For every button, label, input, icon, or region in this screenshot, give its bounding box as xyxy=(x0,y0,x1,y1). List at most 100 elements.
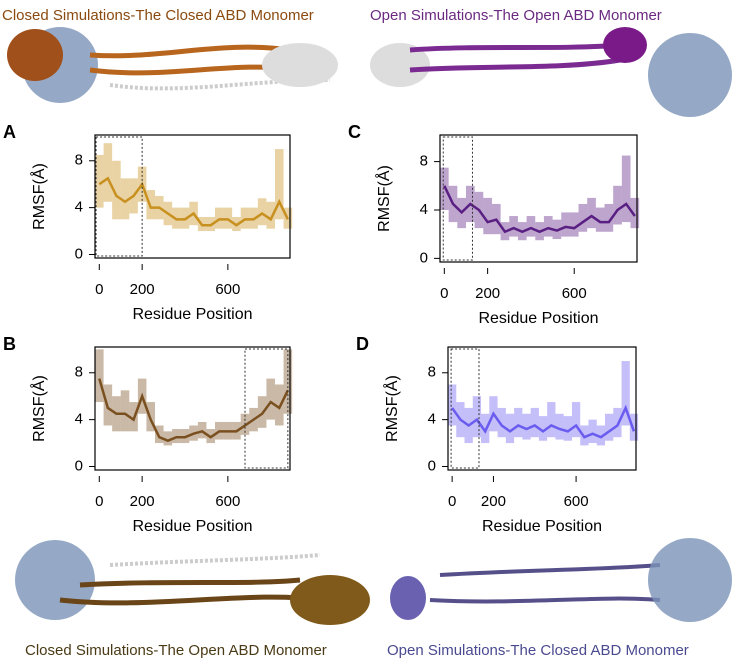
highlight-box xyxy=(244,348,289,469)
y-tick-label: 4 xyxy=(428,411,436,428)
x-axis-label: Residue Position xyxy=(482,518,602,535)
band xyxy=(613,185,622,225)
band xyxy=(155,425,164,444)
band xyxy=(571,402,581,438)
band xyxy=(103,143,113,202)
band xyxy=(95,154,104,208)
y-axis-label: RMSF(Å) xyxy=(382,375,401,442)
band xyxy=(283,349,293,414)
x-tick-label: 0 xyxy=(448,493,456,510)
panel-label: D xyxy=(356,334,369,354)
x-tick-label: 200 xyxy=(481,493,506,510)
band xyxy=(555,413,564,440)
plot-frame xyxy=(447,346,637,471)
band xyxy=(604,203,614,232)
protein-top-left xyxy=(7,27,338,103)
y-tick-label: 4 xyxy=(420,201,428,218)
plot-frame xyxy=(439,134,638,263)
band xyxy=(275,384,284,426)
band xyxy=(587,197,596,229)
band xyxy=(120,178,130,220)
band xyxy=(275,149,284,220)
y-tick-label: 4 xyxy=(75,411,83,428)
x-tick-label: 600 xyxy=(215,281,240,298)
x-axis-label: Residue Position xyxy=(478,310,598,327)
band xyxy=(563,416,572,441)
band xyxy=(483,197,492,235)
highlight-box xyxy=(95,136,143,257)
line xyxy=(451,404,636,439)
protein-bottom-right xyxy=(390,538,732,622)
caption: Closed Simulations-The Closed ABD Monome… xyxy=(2,7,314,24)
x-tick-label: 600 xyxy=(564,493,589,510)
y-tick-label: 8 xyxy=(420,153,428,170)
band xyxy=(95,349,104,403)
x-tick-label: 200 xyxy=(475,285,500,302)
band xyxy=(514,407,523,438)
line xyxy=(98,378,289,443)
x-tick-label: 600 xyxy=(215,493,240,510)
y-tick-label: 8 xyxy=(428,364,436,381)
band xyxy=(629,413,639,441)
y-tick-label: 4 xyxy=(75,199,83,216)
x-axis-label: Residue Position xyxy=(132,518,252,535)
band xyxy=(440,167,449,210)
line xyxy=(443,185,636,234)
band xyxy=(120,390,130,432)
band xyxy=(497,407,506,438)
band xyxy=(472,396,482,438)
band xyxy=(561,212,570,237)
band xyxy=(448,384,457,426)
x-tick-label: 200 xyxy=(130,281,155,298)
protein-top-right xyxy=(370,27,732,117)
x-axis-label: Residue Position xyxy=(132,306,252,323)
highlight-box xyxy=(450,348,480,469)
x-tick-label: 0 xyxy=(440,285,448,302)
y-tick-label: 8 xyxy=(75,152,83,169)
band xyxy=(630,197,640,229)
band xyxy=(266,378,275,420)
band xyxy=(112,160,121,220)
band xyxy=(621,361,630,426)
band xyxy=(596,425,606,446)
band xyxy=(621,155,631,223)
x-tick-label: 0 xyxy=(95,493,103,510)
band xyxy=(505,413,515,444)
band xyxy=(588,419,597,444)
x-tick-label: 200 xyxy=(130,493,155,510)
line xyxy=(98,176,289,227)
panel-label: C xyxy=(348,122,361,142)
band xyxy=(578,203,588,232)
band xyxy=(538,416,548,441)
band xyxy=(163,431,173,446)
x-tick-label: 600 xyxy=(562,285,587,302)
y-tick-label: 0 xyxy=(428,457,436,474)
band xyxy=(605,413,614,441)
y-axis-label: RMSF(Å) xyxy=(29,375,48,442)
y-tick-label: 8 xyxy=(75,364,83,381)
band xyxy=(522,413,531,440)
caption: Closed Simulations-The Open ABD Monomer xyxy=(25,642,327,659)
y-tick-label: 0 xyxy=(75,457,83,474)
panel-label: B xyxy=(3,334,16,354)
y-axis-label: RMSF(Å) xyxy=(374,165,393,232)
band xyxy=(509,216,518,237)
band xyxy=(547,402,556,438)
plot-frame xyxy=(94,134,291,259)
band xyxy=(266,201,275,229)
panel-label: A xyxy=(3,122,16,142)
y-tick-label: 0 xyxy=(75,245,83,262)
band xyxy=(257,198,267,226)
band xyxy=(530,407,539,438)
x-tick-label: 0 xyxy=(95,281,103,298)
band xyxy=(595,207,605,232)
y-axis-label: RMSF(Å) xyxy=(29,163,48,230)
plot-frame xyxy=(94,346,291,471)
band xyxy=(543,216,553,237)
band xyxy=(569,212,579,237)
y-tick-label: 0 xyxy=(420,249,428,266)
protein-bottom-left xyxy=(15,540,370,625)
caption: Open Simulations-The Closed ABD Monomer xyxy=(387,642,689,659)
caption: Open Simulations-The Open ABD Monomer xyxy=(370,7,662,24)
